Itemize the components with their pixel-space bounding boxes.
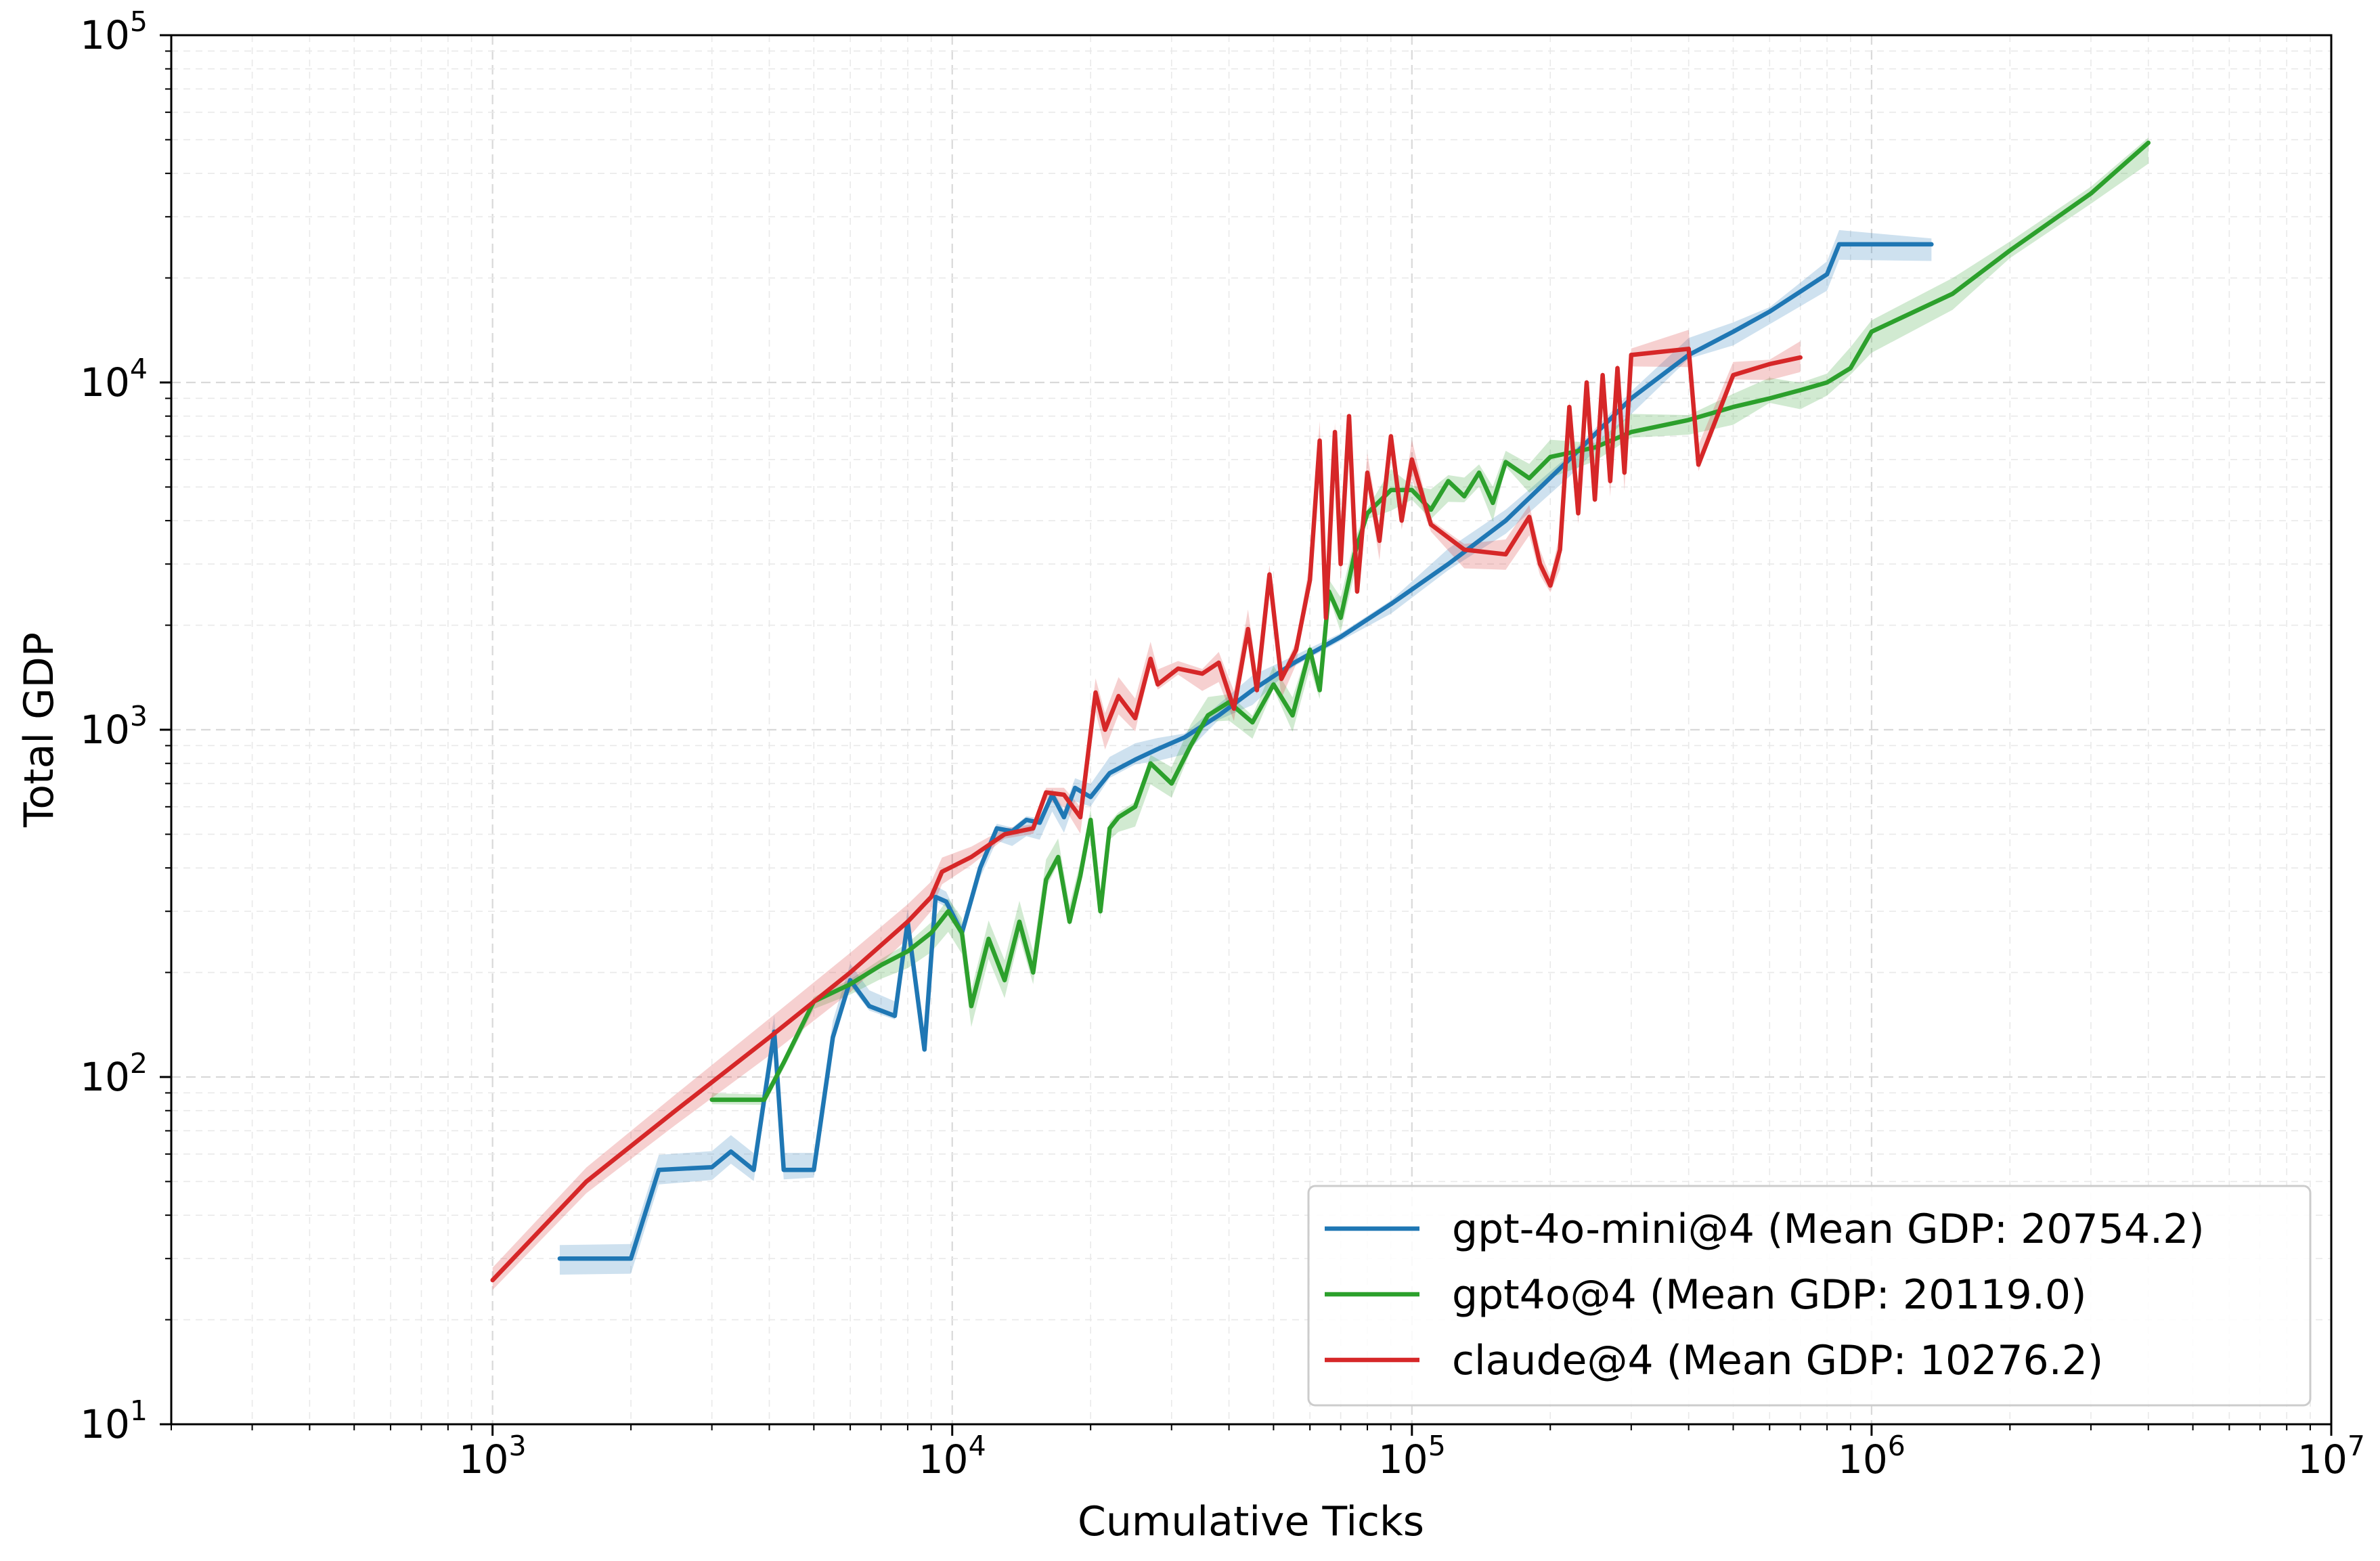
x-axis-title: Cumulative Ticks — [1078, 1498, 1424, 1545]
y-tick-label: 103 — [80, 700, 148, 753]
y-tick-label: 101 — [80, 1394, 148, 1447]
x-tick-label: 104 — [919, 1430, 986, 1482]
confidence-bands — [492, 137, 2148, 1290]
x-tick-label: 103 — [459, 1430, 527, 1482]
y-axis-title: Total GDP — [16, 632, 63, 828]
series-lines — [490, 140, 2151, 1283]
x-tick-label: 106 — [1838, 1430, 1905, 1482]
line-gpt-4o-mini — [557, 242, 1934, 1261]
y-tick-label: 105 — [80, 5, 148, 58]
legend-label-gpt4o: gpt4o@4 (Mean GDP: 20119.0) — [1452, 1271, 2086, 1319]
line-gpt4o — [709, 140, 2151, 1102]
legend-label-claude: claude@4 (Mean GDP: 10276.2) — [1452, 1337, 2103, 1384]
x-tick-label: 105 — [1378, 1430, 1446, 1482]
y-tick-label: 104 — [80, 353, 148, 405]
x-tick-label: 107 — [2297, 1430, 2365, 1482]
y-tick-label: 102 — [80, 1047, 148, 1100]
legend-box — [1307, 1185, 2312, 1407]
y-axis-ticks: 101 102 103 104 105 — [80, 5, 171, 1447]
band-gpt-4o-mini — [559, 229, 1932, 1275]
x-axis-ticks: 103 104 105 106 107 — [171, 1424, 2365, 1482]
legend-label-gpt-4o-mini: gpt-4o-mini@4 (Mean GDP: 20754.2) — [1452, 1206, 2205, 1253]
line-claude — [490, 347, 1803, 1283]
legend: gpt-4o-mini@4 (Mean GDP: 20754.2) gpt4o@… — [1307, 1185, 2312, 1407]
